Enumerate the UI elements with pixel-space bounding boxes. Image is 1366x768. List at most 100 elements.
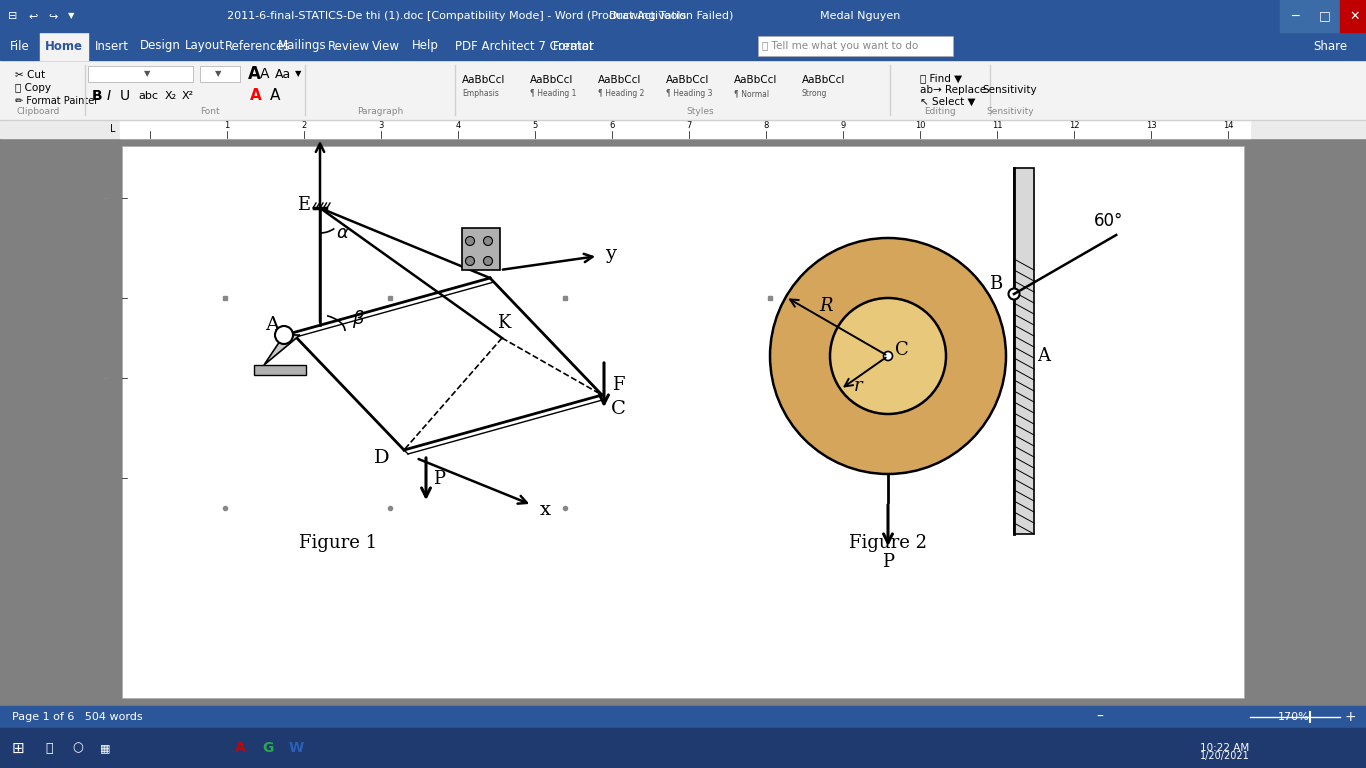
Text: I: I bbox=[107, 89, 111, 103]
Text: □: □ bbox=[1320, 9, 1330, 22]
Text: P: P bbox=[882, 553, 893, 571]
Bar bbox=[199, 66, 240, 82]
Circle shape bbox=[884, 352, 892, 360]
Text: y: y bbox=[605, 245, 616, 263]
Text: Help: Help bbox=[413, 39, 438, 52]
Text: A: A bbox=[265, 316, 279, 334]
Text: K: K bbox=[497, 314, 511, 332]
Text: Clipboard: Clipboard bbox=[16, 108, 60, 117]
Bar bbox=[120, 120, 1250, 138]
Text: 1: 1 bbox=[224, 121, 229, 130]
Text: ▼: ▼ bbox=[214, 69, 221, 78]
Text: ⚓: ⚓ bbox=[70, 81, 81, 94]
Text: B: B bbox=[92, 89, 102, 103]
Text: R: R bbox=[820, 297, 833, 315]
Text: –: – bbox=[102, 193, 108, 203]
Text: References: References bbox=[225, 39, 291, 52]
Text: D: D bbox=[374, 449, 389, 467]
Text: A: A bbox=[249, 65, 261, 83]
Text: Home: Home bbox=[45, 39, 83, 52]
Text: reaction forces at A, B and force in the cable EK. Givens: α, β and F, P.: reaction forces at A, B and force in the… bbox=[148, 79, 813, 97]
Bar bbox=[1340, 0, 1366, 32]
Text: Mailings: Mailings bbox=[279, 39, 326, 52]
Text: 10: 10 bbox=[915, 121, 925, 130]
Text: Figure 2: Figure 2 bbox=[850, 534, 928, 552]
Text: ✕: ✕ bbox=[1350, 9, 1361, 22]
Bar bbox=[1014, 168, 1034, 534]
Text: Emphasis: Emphasis bbox=[462, 90, 499, 98]
Bar bbox=[0, 728, 1366, 768]
Text: Sensitivity: Sensitivity bbox=[982, 85, 1037, 95]
Bar bbox=[87, 66, 193, 82]
Bar bbox=[0, 60, 1366, 120]
Text: ▼: ▼ bbox=[68, 12, 75, 21]
Text: Review: Review bbox=[328, 39, 370, 52]
Circle shape bbox=[466, 237, 474, 246]
Circle shape bbox=[484, 257, 493, 266]
Text: +: + bbox=[1344, 710, 1356, 724]
Text: abc: abc bbox=[138, 91, 158, 101]
Text: A: A bbox=[270, 88, 280, 104]
Text: ¶ Heading 3: ¶ Heading 3 bbox=[667, 90, 713, 98]
Text: Design: Design bbox=[139, 39, 180, 52]
Text: PDF Architect 7 Creator: PDF Architect 7 Creator bbox=[455, 39, 594, 52]
Text: C: C bbox=[611, 400, 626, 418]
Text: ↖ Select ▼: ↖ Select ▼ bbox=[919, 97, 975, 107]
Text: ─: ─ bbox=[1291, 9, 1299, 22]
Text: Styles: Styles bbox=[686, 108, 714, 117]
Text: ¶ Heading 1: ¶ Heading 1 bbox=[530, 90, 576, 98]
Polygon shape bbox=[264, 335, 301, 365]
Text: G: G bbox=[262, 741, 273, 755]
Text: Figure 1: Figure 1 bbox=[299, 534, 377, 552]
Text: Medal Nguyen: Medal Nguyen bbox=[820, 11, 900, 21]
Text: $\beta$: $\beta$ bbox=[352, 308, 365, 330]
Text: Aa: Aa bbox=[275, 68, 291, 81]
Circle shape bbox=[466, 257, 474, 266]
Text: –: – bbox=[102, 373, 108, 383]
Text: Font: Font bbox=[201, 108, 220, 117]
Bar bbox=[122, 146, 1244, 698]
Text: B: B bbox=[989, 275, 1003, 293]
Bar bbox=[462, 228, 500, 270]
Bar bbox=[0, 120, 1366, 138]
Text: ✂ Cut: ✂ Cut bbox=[15, 70, 45, 80]
Text: 2: 2 bbox=[302, 121, 306, 130]
Text: AaBbCcI: AaBbCcI bbox=[734, 75, 777, 85]
Text: 📋 Copy: 📋 Copy bbox=[15, 83, 51, 93]
Text: ↩: ↩ bbox=[27, 11, 37, 21]
Text: Insert: Insert bbox=[96, 39, 128, 52]
Text: AaBbCcI: AaBbCcI bbox=[530, 75, 574, 85]
Text: U: U bbox=[120, 89, 130, 103]
Text: Layout: Layout bbox=[184, 39, 225, 52]
Bar bbox=[0, 32, 1366, 60]
Bar bbox=[758, 36, 953, 56]
Text: AaBbCcI: AaBbCcI bbox=[462, 75, 505, 85]
Text: Format: Format bbox=[553, 39, 594, 52]
Text: X²: X² bbox=[182, 91, 194, 101]
Text: 🔍 Tell me what you want to do: 🔍 Tell me what you want to do bbox=[762, 41, 918, 51]
Text: 60°: 60° bbox=[1094, 212, 1123, 230]
Text: $\alpha$: $\alpha$ bbox=[336, 224, 350, 242]
Text: ¶ Normal: ¶ Normal bbox=[734, 90, 769, 98]
Text: 170%: 170% bbox=[1279, 712, 1310, 722]
Text: A: A bbox=[260, 67, 269, 81]
Circle shape bbox=[1008, 289, 1019, 300]
Text: Editing: Editing bbox=[925, 108, 956, 117]
Text: P: P bbox=[433, 470, 445, 488]
Text: ✏ Format Painter: ✏ Format Painter bbox=[15, 96, 98, 106]
Circle shape bbox=[484, 237, 493, 246]
Bar bbox=[1310, 0, 1340, 32]
Text: ⊞: ⊞ bbox=[12, 740, 25, 756]
Text: A: A bbox=[1038, 347, 1050, 365]
Text: B: B bbox=[478, 249, 496, 267]
Text: F: F bbox=[612, 376, 624, 394]
Bar bbox=[0, 0, 1366, 32]
Text: ▼: ▼ bbox=[143, 69, 150, 78]
Text: 13: 13 bbox=[1146, 121, 1156, 130]
Text: Drawing Tools: Drawing Tools bbox=[609, 11, 687, 21]
Circle shape bbox=[275, 326, 292, 344]
Text: Page 1 of 6   504 words: Page 1 of 6 504 words bbox=[12, 712, 142, 722]
Text: AaBbCcI: AaBbCcI bbox=[802, 75, 846, 85]
Circle shape bbox=[831, 298, 947, 414]
Circle shape bbox=[770, 238, 1005, 474]
